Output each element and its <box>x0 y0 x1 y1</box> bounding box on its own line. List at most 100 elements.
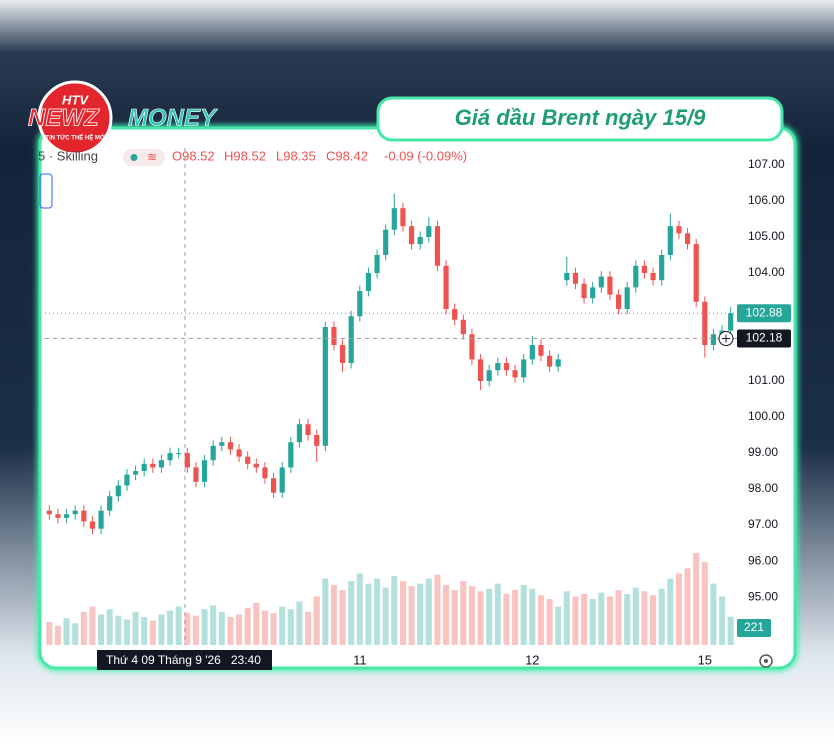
volume-bar <box>667 578 674 645</box>
volume-bar <box>606 596 613 645</box>
volume-bar <box>339 590 346 645</box>
y-tick-label: 96.00 <box>748 553 778 567</box>
y-tick-label: 99.00 <box>748 445 778 459</box>
candle-body <box>72 510 78 515</box>
candle-body <box>314 435 320 446</box>
candle-body <box>633 265 639 288</box>
volume-bar <box>330 584 337 645</box>
candle-body <box>193 467 199 482</box>
volume-bar <box>581 593 588 645</box>
candle-body <box>650 272 656 281</box>
legend-dot <box>130 154 138 161</box>
volume-bar <box>175 606 182 645</box>
candle-body <box>667 226 673 255</box>
volume-bar <box>434 574 441 645</box>
volume-bar <box>149 620 156 645</box>
legend-low: L98.35 <box>276 148 316 163</box>
volume-bar <box>391 576 398 645</box>
volume-bar <box>348 581 355 645</box>
logo-name: NEWZ <box>28 104 100 131</box>
candle-body <box>357 290 363 317</box>
candle-body <box>245 456 251 464</box>
y-tick-label: 104.00 <box>748 265 785 279</box>
volume-bar <box>72 623 79 645</box>
candle-body <box>236 449 242 457</box>
candle-body <box>572 272 579 284</box>
volume-bar <box>123 619 130 645</box>
candle-body <box>201 460 208 482</box>
candle-body <box>408 226 415 245</box>
candle-body <box>348 316 354 364</box>
volume-bar <box>477 591 484 645</box>
candle-body <box>167 453 173 461</box>
volume-bar <box>313 596 320 645</box>
candle-body <box>89 521 96 529</box>
settings-button[interactable] <box>759 654 773 668</box>
candle-body <box>581 283 587 299</box>
candle-body <box>63 514 70 518</box>
candle-body <box>417 236 423 245</box>
volume-bar <box>98 614 105 645</box>
volume-bar <box>650 595 657 645</box>
candle-body <box>124 474 130 486</box>
volume-bar <box>641 591 648 645</box>
volume-bar <box>486 588 493 645</box>
candle-body <box>383 229 389 255</box>
logo-tagline: TIN TỨC THẾ HỆ MỚI <box>45 134 107 142</box>
time-tooltip <box>97 650 272 670</box>
candle-body <box>374 254 380 273</box>
candle-body <box>253 463 259 468</box>
volume-bar <box>537 595 544 645</box>
x-tick-label: 15 <box>698 652 712 667</box>
candle-body <box>115 485 121 497</box>
x-tick-label: 11 <box>353 652 367 667</box>
volume-bar <box>184 613 191 645</box>
plot: 107.00 106.00 105.00 104.00 101.00 100.00 99.0… <box>45 157 791 667</box>
candle-body <box>210 445 216 461</box>
volume-bar <box>425 578 432 645</box>
volume-bar <box>658 588 665 645</box>
candle-body <box>391 208 397 230</box>
volume-bar <box>693 553 700 645</box>
candle-body <box>452 308 458 320</box>
volume-bar <box>512 590 519 645</box>
candle-body <box>270 478 277 493</box>
volume-bar <box>460 581 467 645</box>
candle-body <box>676 226 682 234</box>
y-tick-label: 107.00 <box>748 157 785 171</box>
candle-body <box>365 272 372 291</box>
candle-body <box>702 301 708 345</box>
last-price-label: 102.88 <box>746 305 783 319</box>
volume-bar <box>201 609 208 645</box>
candle-body <box>469 334 475 360</box>
volume-bar <box>382 587 389 645</box>
candle-body <box>279 467 285 493</box>
volume-bar <box>270 613 277 645</box>
candle-body <box>158 460 165 468</box>
volume-bar <box>305 611 312 645</box>
candle-body <box>598 276 604 288</box>
candle-body <box>262 467 268 479</box>
legend-change: -0.09 (-0.09%) <box>384 148 467 163</box>
candle-body <box>477 359 484 382</box>
volume-bar <box>503 593 510 645</box>
candle-body <box>107 496 113 511</box>
legend-toggle[interactable] <box>123 149 165 166</box>
volume-bar <box>236 614 243 645</box>
candle-body <box>460 319 466 335</box>
crosshair-price-label: 102.18 <box>746 331 783 345</box>
candle-body <box>728 313 734 331</box>
volume-bar <box>167 610 174 645</box>
volume-bar <box>572 596 579 645</box>
settings-dot <box>764 659 768 663</box>
candle-body <box>46 510 52 515</box>
volume-bar <box>719 596 726 645</box>
legend-open: O98.52 <box>172 148 215 163</box>
y-tick-label: 101.00 <box>748 373 785 387</box>
candle-body <box>426 226 432 237</box>
crosshair-badge <box>737 329 791 348</box>
candle-body <box>641 265 648 273</box>
volume-bar <box>555 606 562 645</box>
candle-body <box>176 453 182 455</box>
